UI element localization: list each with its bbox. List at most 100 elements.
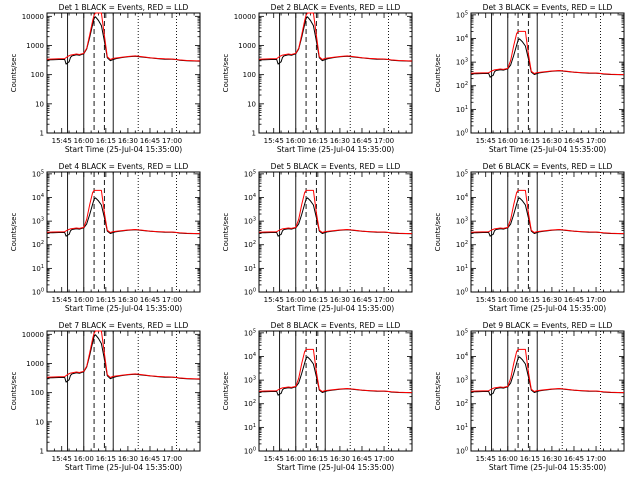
x-tick-label: 16:30: [118, 455, 138, 463]
x-tick-label: 16:30: [542, 455, 562, 463]
y-axis-label: Counts/sec: [434, 372, 442, 411]
y-tick-label: 1000: [26, 42, 44, 50]
y-axis-label: Counts/sec: [434, 213, 442, 252]
y-tick-label: 103: [32, 217, 44, 226]
y-tick-label: 101: [456, 105, 468, 114]
chart-title: Det 5 BLACK = Events, RED = LLD: [271, 162, 401, 171]
y-tick-label: 100: [243, 71, 256, 79]
y-tick-label: 102: [244, 240, 256, 249]
x-tick-label: 16:45: [140, 296, 160, 304]
x-tick-label: 16:45: [140, 137, 160, 145]
y-axis-label: Counts/sec: [10, 213, 18, 252]
x-axis-label: Start Time (25-Jul-04 15:35:00): [65, 145, 182, 154]
y-tick-label: 102: [244, 399, 256, 408]
y-tick-label: 1: [40, 448, 44, 456]
x-tick-label: 17:00: [586, 455, 606, 463]
y-tick-label: 102: [456, 81, 468, 90]
detector-panel-2: 1 10 100 1000 10000 15:45 16:00 16:15 16:30 16:45…: [222, 3, 413, 154]
series-line-lld: [46, 189, 201, 235]
y-tick-label: 10: [247, 100, 256, 108]
y-tick-label: 10: [35, 100, 44, 108]
series-line-lld: [470, 348, 625, 394]
x-axis-label: Start Time (25-Jul-04 15:35:00): [277, 145, 394, 154]
y-tick-label: 104: [456, 352, 468, 361]
y-tick-label: 105: [244, 328, 256, 337]
y-axis-label: Counts/sec: [222, 54, 230, 93]
x-tick-label: 17:00: [162, 137, 182, 145]
x-tick-label: 17:00: [162, 455, 182, 463]
y-tick-label: 102: [32, 240, 44, 249]
chart-title: Det 4 BLACK = Events, RED = LLD: [59, 162, 189, 171]
x-tick-label: 17:00: [162, 296, 182, 304]
x-axis-label: Start Time (25-Jul-04 15:35:00): [489, 463, 606, 472]
x-tick-label: 17:00: [586, 137, 606, 145]
x-tick-label: 15:45: [52, 137, 72, 145]
x-tick-label: 16:30: [330, 296, 350, 304]
x-axis-label: Start Time (25-Jul-04 15:35:00): [65, 304, 182, 313]
series-line-lld: [258, 12, 413, 62]
y-tick-label: 101: [244, 423, 256, 432]
y-tick-label: 102: [456, 399, 468, 408]
x-tick-label: 16:45: [352, 455, 372, 463]
y-tick-label: 103: [456, 58, 468, 67]
detector-panel-8: 100 101 102 103 104 105 15:45 16:00 16:15 16:30 16…: [222, 321, 413, 472]
y-axis-label: Counts/sec: [222, 372, 230, 411]
x-tick-label: 15:45: [476, 137, 496, 145]
plot-frame: [46, 12, 201, 134]
x-tick-label: 16:00: [286, 137, 306, 145]
y-tick-label: 10000: [234, 13, 256, 21]
detector-panel-4: 100 101 102 103 104 105 15:45 16:00 16:15 16:30 16…: [10, 162, 201, 313]
x-tick-label: 16:15: [96, 137, 116, 145]
detector-panel-6: 100 101 102 103 104 105 15:45 16:00 16:15 16:30 16…: [434, 162, 625, 313]
series-line-lld: [470, 30, 625, 76]
x-axis-label: Start Time (25-Jul-04 15:35:00): [277, 463, 394, 472]
x-tick-label: 16:30: [118, 296, 138, 304]
x-tick-label: 16:45: [564, 137, 584, 145]
y-tick-label: 104: [244, 352, 256, 361]
y-tick-label: 101: [456, 423, 468, 432]
chart-title: Det 9 BLACK = Events, RED = LLD: [483, 321, 613, 330]
y-tick-label: 103: [456, 217, 468, 226]
x-tick-label: 16:45: [140, 455, 160, 463]
x-tick-label: 16:15: [520, 455, 540, 463]
x-tick-label: 16:45: [564, 455, 584, 463]
x-tick-label: 16:00: [74, 455, 94, 463]
series-line-lld: [258, 348, 413, 394]
y-tick-label: 100: [32, 288, 44, 297]
y-tick-label: 103: [244, 217, 256, 226]
x-tick-label: 16:30: [330, 455, 350, 463]
y-tick-label: 103: [244, 376, 256, 385]
x-tick-label: 16:00: [498, 455, 518, 463]
x-tick-label: 16:00: [286, 455, 306, 463]
x-tick-label: 16:00: [286, 296, 306, 304]
plot-frame: [46, 330, 201, 452]
x-axis-label: Start Time (25-Jul-04 15:35:00): [489, 304, 606, 313]
y-tick-label: 1: [252, 130, 256, 138]
x-tick-label: 15:45: [52, 296, 72, 304]
x-tick-label: 16:15: [96, 296, 116, 304]
series-line-lld: [258, 189, 413, 235]
y-axis-label: Counts/sec: [10, 54, 18, 93]
y-tick-label: 104: [244, 193, 256, 202]
y-tick-label: 105: [456, 328, 468, 337]
chart-title: Det 8 BLACK = Events, RED = LLD: [271, 321, 401, 330]
x-tick-label: 17:00: [374, 296, 394, 304]
x-tick-label: 16:45: [352, 137, 372, 145]
x-tick-label: 16:15: [96, 455, 116, 463]
detector-panel-9: 100 101 102 103 104 105 15:45 16:00 16:15 16:30 16…: [434, 321, 625, 472]
y-axis-label: Counts/sec: [10, 372, 18, 411]
x-tick-label: 15:45: [264, 455, 284, 463]
chart-title: Det 7 BLACK = Events, RED = LLD: [59, 321, 189, 330]
detector-panel-5: 100 101 102 103 104 105 15:45 16:00 16:15 16:30 16…: [222, 162, 413, 313]
y-tick-label: 100: [31, 71, 44, 79]
x-tick-label: 17:00: [374, 137, 394, 145]
y-tick-label: 103: [456, 376, 468, 385]
x-tick-label: 17:00: [374, 455, 394, 463]
chart-title: Det 2 BLACK = Events, RED = LLD: [271, 3, 401, 12]
y-tick-label: 101: [32, 264, 44, 273]
y-tick-label: 104: [32, 193, 44, 202]
y-tick-label: 10: [35, 418, 44, 426]
x-tick-label: 16:15: [520, 296, 540, 304]
chart-title: Det 3 BLACK = Events, RED = LLD: [483, 3, 613, 12]
detector-panel-3: 100 101 102 103 104 105 15:45 16:00 16:15 16:30 16…: [434, 3, 625, 154]
